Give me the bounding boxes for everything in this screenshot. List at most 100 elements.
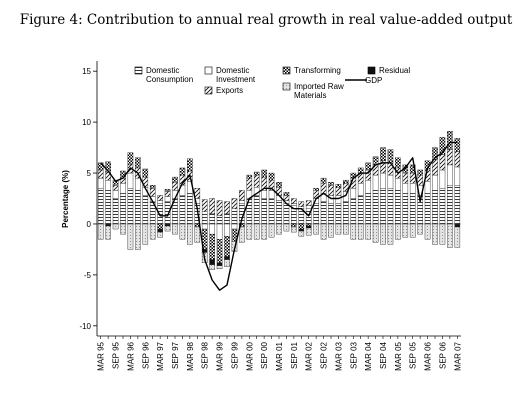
y-tick-label-10: 10	[82, 118, 91, 127]
legend-swatch-di	[204, 66, 213, 75]
bar-dc-25	[283, 203, 290, 225]
bar-ex-0	[97, 169, 104, 179]
bar-rs-48	[454, 223, 461, 228]
bar-im-13	[194, 226, 201, 243]
bar-im-25	[283, 223, 290, 232]
legend-label-ex: Exports	[216, 86, 243, 95]
bar-tr-43	[417, 169, 423, 176]
bar-im-45	[432, 223, 438, 245]
bar-ex-17	[224, 201, 230, 214]
x-tick-label-18: SEP 99	[230, 341, 239, 369]
bar-tr-45	[432, 147, 438, 160]
bar-im-8	[157, 231, 163, 238]
bar-ex-41	[402, 172, 409, 184]
bar-rs-27	[298, 228, 305, 232]
bar-tr-40	[395, 157, 401, 169]
bar-di-47	[447, 164, 453, 186]
bar-ex-8	[157, 195, 163, 201]
bar-im-2	[112, 223, 119, 230]
bar-ex-46	[439, 154, 446, 171]
bar-dc-15	[209, 213, 215, 225]
legend-label-dc: Domestic	[146, 66, 179, 75]
bar-im-6	[142, 223, 149, 245]
bar-dc-12	[187, 193, 193, 225]
bar-tr-4	[127, 152, 134, 166]
x-tick-label-4: MAR 96	[126, 341, 135, 370]
bar-im-9	[164, 225, 171, 232]
bar-im-12	[187, 223, 193, 245]
bar-tr-24	[276, 181, 282, 188]
legend-label-im: Imported Raw	[294, 82, 344, 91]
x-tick-label-16: MAR 99	[216, 341, 225, 370]
bar-di-37	[372, 174, 379, 191]
gdp-line-layer	[100, 141, 458, 291]
bar-di-5	[135, 177, 141, 191]
bar-dc-32	[335, 203, 342, 225]
bar-dc-0	[97, 188, 104, 225]
bar-di-16	[216, 223, 223, 240]
bar-ex-19	[239, 190, 245, 201]
bar-tr-47	[447, 131, 453, 150]
bar-di-3	[120, 183, 126, 194]
bar-di-17	[224, 223, 230, 237]
bar-dc-29	[313, 203, 319, 225]
x-tick-label-48: MAR 07	[453, 341, 462, 370]
bar-di-42	[409, 183, 416, 194]
bar-im-29	[313, 223, 319, 235]
bar-dc-37	[372, 190, 379, 225]
x-tick-label-28: MAR 02	[305, 341, 314, 370]
x-tick-label-20: MAR 00	[245, 341, 254, 370]
bar-tr-36	[365, 162, 371, 171]
bar-im-26	[291, 226, 297, 233]
bar-tr-27	[298, 223, 305, 230]
y-tick-label-5: 5	[87, 169, 92, 178]
legend: DomesticConsumptionDomesticInvestmentTra…	[134, 66, 410, 100]
bar-im-40	[395, 223, 401, 240]
bar-di-35	[357, 183, 364, 196]
bar-ex-42	[409, 172, 416, 184]
legend-label-di: Domestic	[216, 66, 249, 75]
bar-di-28	[305, 205, 312, 209]
bar-tr-15	[209, 233, 215, 260]
bar-di-36	[365, 179, 371, 194]
x-tick-label-36: MAR 04	[364, 341, 373, 370]
bar-im-46	[439, 223, 446, 245]
bar-tr-46	[439, 137, 446, 155]
bar-im-28	[305, 227, 312, 236]
bar-dc-5	[135, 190, 141, 225]
bar-dc-18	[231, 208, 238, 225]
bar-ex-26	[291, 198, 297, 204]
bar-ex-7	[149, 188, 156, 197]
bar-dc-30	[320, 201, 327, 225]
bar-dc-21	[253, 195, 260, 225]
x-tick-label-22: SEP 00	[260, 341, 269, 369]
bar-ex-15	[209, 198, 215, 214]
bar-dc-47	[447, 185, 453, 225]
bar-im-35	[357, 223, 364, 240]
bar-ex-48	[454, 151, 461, 168]
bar-im-16	[216, 265, 223, 269]
bar-im-24	[276, 223, 282, 235]
bar-dc-22	[261, 198, 267, 225]
bar-ex-30	[320, 183, 327, 194]
bar-tr-16	[216, 239, 223, 263]
bar-di-46	[439, 169, 446, 189]
bar-dc-17	[224, 213, 230, 225]
bar-tr-22	[261, 169, 267, 178]
bar-im-41	[402, 223, 409, 238]
y-tick-label-0: 0	[87, 220, 92, 229]
legend-swatch-im	[282, 82, 291, 91]
x-tick-label-44: MAR 06	[424, 341, 433, 370]
x-tick-label-30: SEP 02	[320, 341, 329, 369]
y-tick-label--5: -5	[84, 271, 92, 280]
bar-dc-24	[276, 200, 282, 225]
bar-ex-18	[231, 198, 238, 209]
bar-ex-2	[112, 185, 119, 191]
bar-dc-39	[387, 188, 394, 225]
bar-di-1	[105, 179, 111, 191]
legend-swatch-tr	[282, 66, 291, 75]
bar-di-40	[395, 177, 401, 191]
bar-dc-42	[409, 193, 416, 225]
bar-di-39	[387, 174, 394, 189]
bar-tr-29	[313, 188, 319, 191]
